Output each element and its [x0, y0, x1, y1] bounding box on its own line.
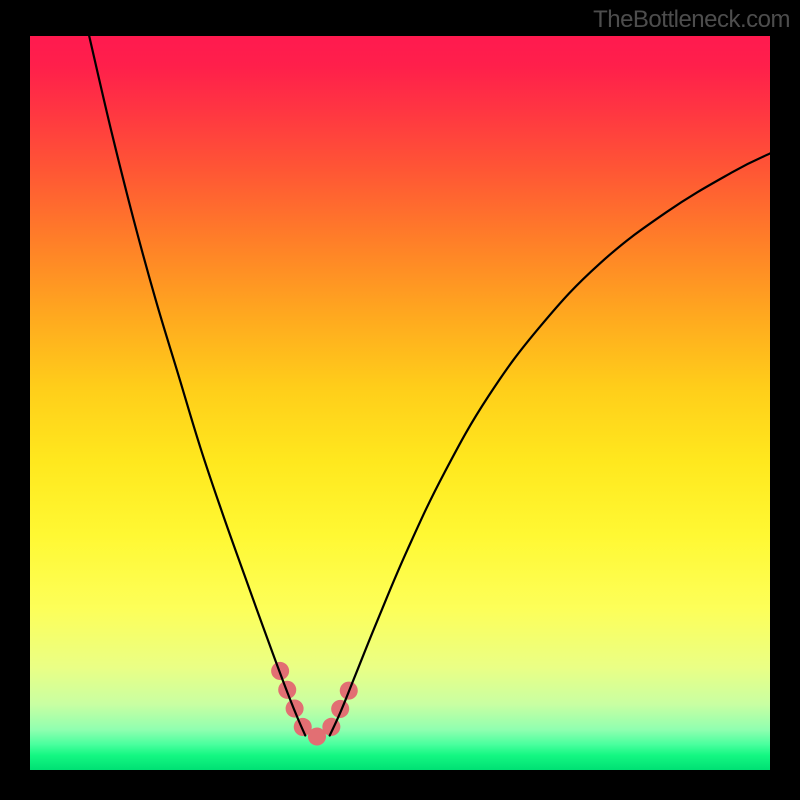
bottleneck-chart: [30, 36, 770, 770]
chart-svg: [30, 36, 770, 770]
watermark-text: TheBottleneck.com: [593, 6, 790, 34]
gradient-background: [30, 36, 770, 770]
